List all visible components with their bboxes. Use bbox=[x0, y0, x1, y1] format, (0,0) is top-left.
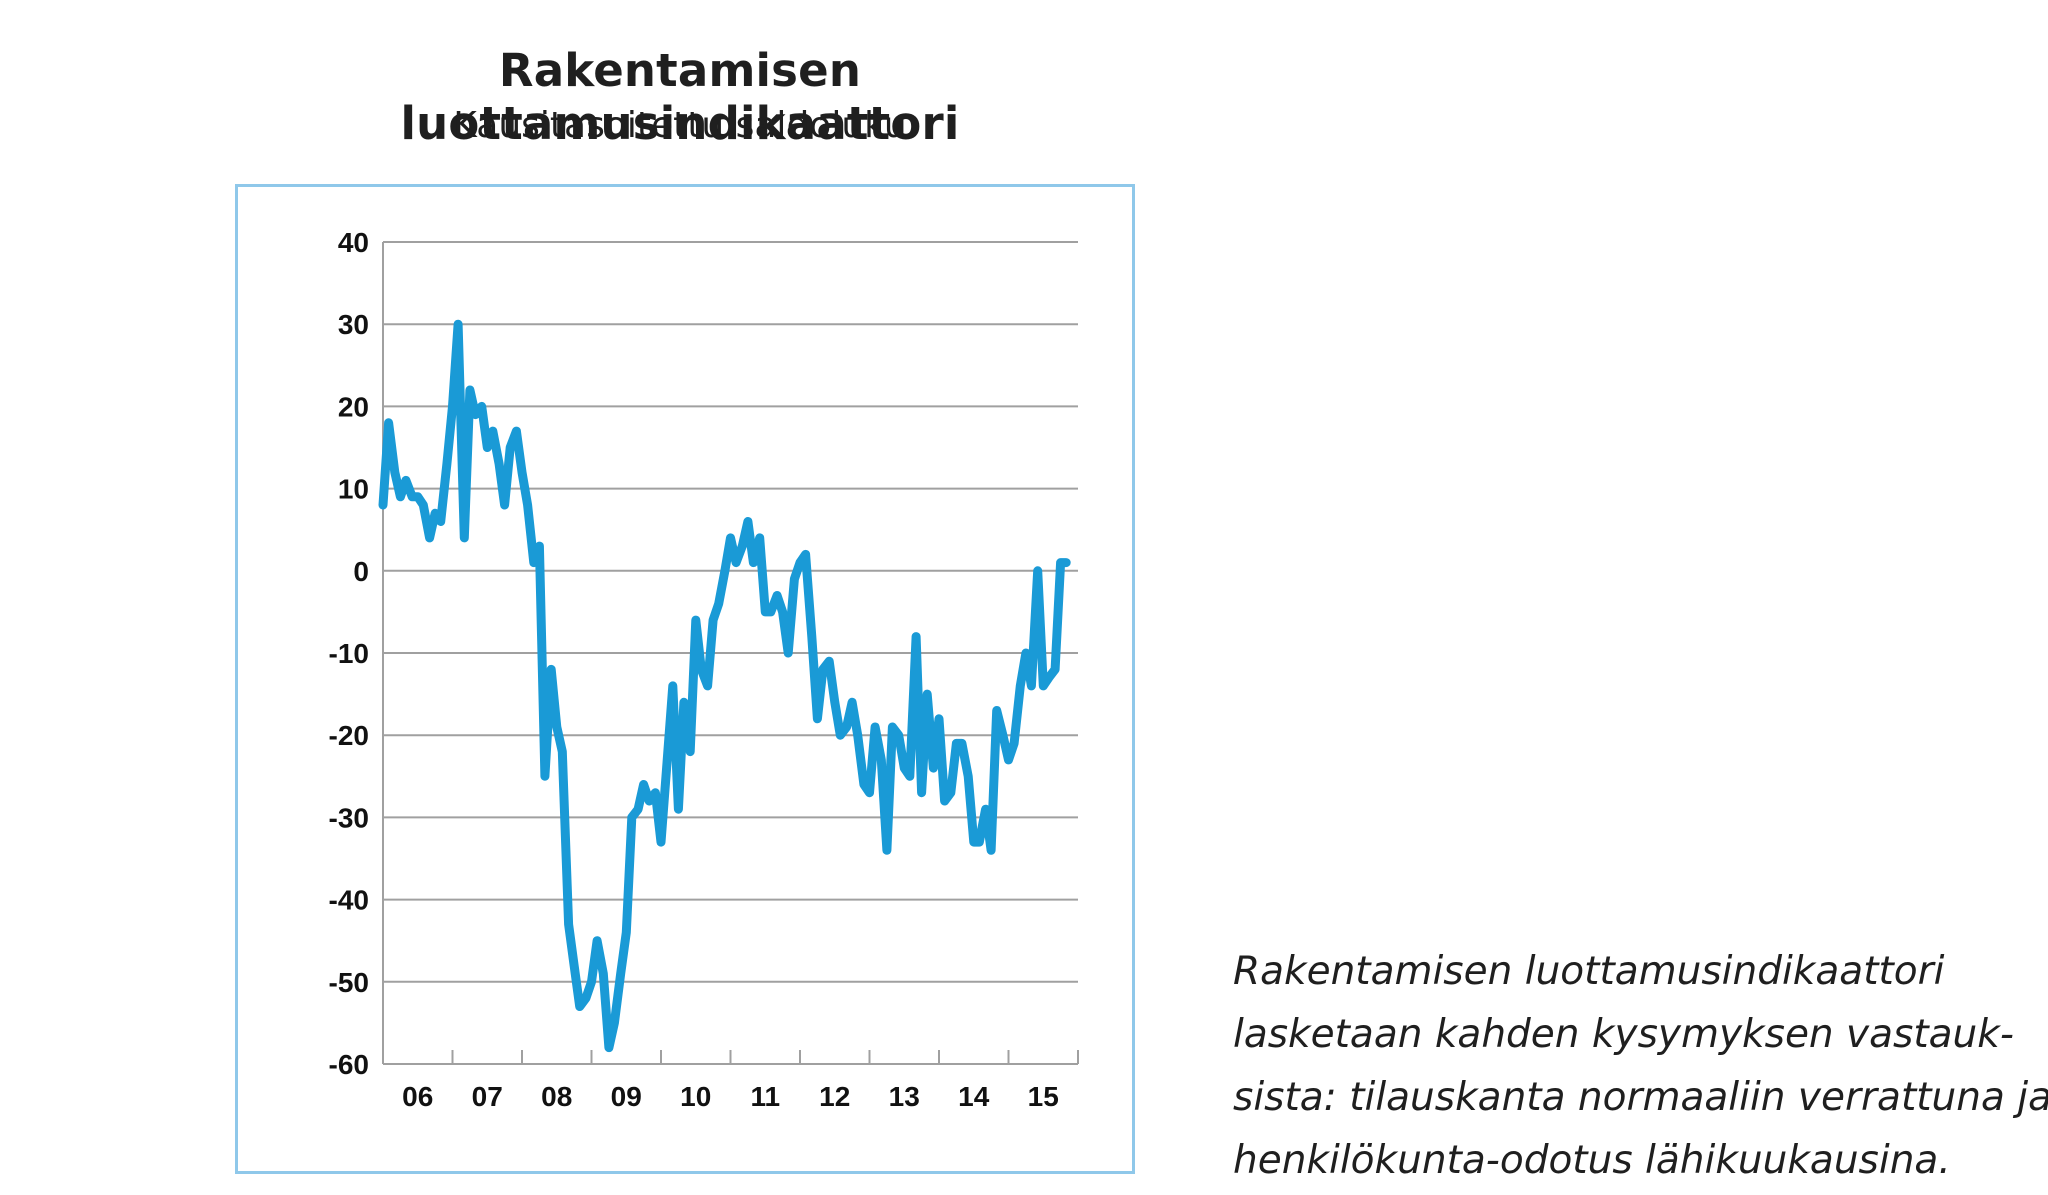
y-tick-label: -60 bbox=[329, 1049, 369, 1080]
caption-line: sista: tilauskanta normaaliin verrattuna… bbox=[1233, 1075, 2048, 1120]
y-tick-label: -10 bbox=[329, 638, 369, 669]
x-tick-label: 15 bbox=[1028, 1081, 1059, 1112]
x-tick-label: 07 bbox=[472, 1081, 503, 1112]
y-tick-label: -20 bbox=[329, 720, 369, 751]
y-tick-label: 10 bbox=[338, 474, 369, 505]
y-tick-label: -40 bbox=[329, 885, 369, 916]
y-tick-label: 40 bbox=[338, 227, 369, 258]
chart-caption: Rakentamisen luottamusindikaattori laske… bbox=[1233, 940, 2048, 1192]
x-tick-label: 14 bbox=[958, 1081, 990, 1112]
x-tick-label: 06 bbox=[402, 1081, 433, 1112]
x-tick-label: 10 bbox=[680, 1081, 711, 1112]
caption-line: henkilökunta-odotus lähikuukausina. bbox=[1233, 1138, 1951, 1183]
x-tick-label: 12 bbox=[819, 1081, 850, 1112]
y-tick-label: 30 bbox=[338, 309, 369, 340]
y-tick-label: 20 bbox=[338, 391, 369, 422]
caption-line: Rakentamisen luottamusindikaattori bbox=[1233, 949, 1945, 994]
series-line bbox=[378, 319, 1071, 1053]
chart-title: Rakentamisen luottamusindikaattori bbox=[400, 44, 960, 150]
x-tick-label: 09 bbox=[611, 1081, 642, 1112]
line-chart: 40 30 20 10 0 -10 -20 -30 -40 -50 -60 06 07 08 09 10 11 1… bbox=[329, 227, 1079, 1112]
y-tick-label: 0 bbox=[353, 556, 369, 587]
x-tick-label: 08 bbox=[541, 1081, 572, 1112]
y-tick-label: -30 bbox=[329, 802, 369, 833]
y-tick-label: -50 bbox=[329, 967, 369, 998]
chart-subtitle: Kausitasoitettu saldoluku bbox=[453, 105, 907, 146]
caption-line: lasketaan kahden kysymyksen vastauk- bbox=[1233, 1012, 2014, 1057]
x-tick-label: 13 bbox=[889, 1081, 920, 1112]
x-tick-label: 11 bbox=[750, 1081, 780, 1112]
chart-panel: 40 30 20 10 0 -10 -20 -30 -40 -50 -60 06 07 08 09 10 11 1… bbox=[235, 184, 1135, 1174]
